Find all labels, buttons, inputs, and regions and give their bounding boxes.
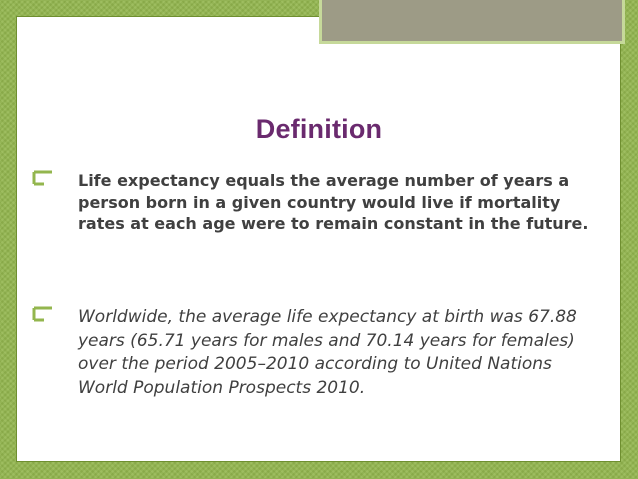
content-panel: [16, 16, 621, 462]
decorative-tab: [319, 0, 625, 44]
bullet-marker-icon: [32, 169, 58, 191]
bullet-text: Life expectancy equals the average numbe…: [78, 171, 589, 233]
slide-title: Definition: [255, 114, 383, 144]
bullet-marker-icon: [32, 305, 58, 327]
bullet-item: Worldwide, the average life expectancy a…: [32, 306, 592, 400]
bullet-item: Life expectancy equals the average numbe…: [32, 170, 592, 235]
bullet-text: Worldwide, the average life expectancy a…: [78, 307, 577, 398]
